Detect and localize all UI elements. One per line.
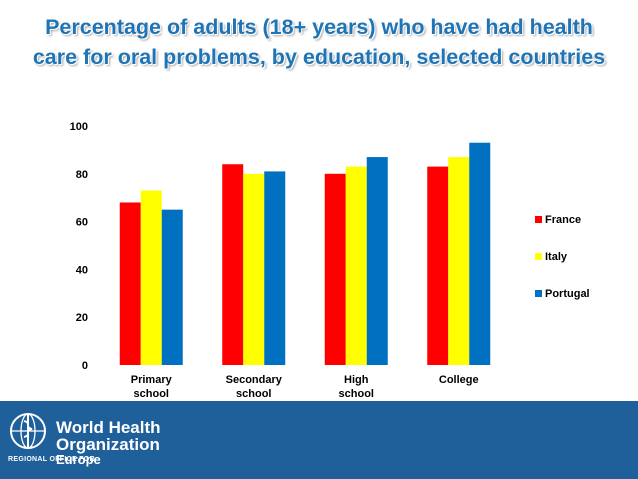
bar-portugal-2: [366, 157, 388, 365]
x-tick-label-line: High: [344, 374, 369, 386]
bar-italy-1: [243, 173, 265, 365]
bar-italy-3: [448, 157, 470, 365]
y-tick-label: 60: [76, 217, 88, 229]
bar-portugal-3: [469, 142, 491, 365]
legend-swatch-portugal: [535, 290, 542, 297]
bar-portugal-1: [264, 171, 286, 365]
x-tick-label: College: [439, 374, 479, 386]
bar-france-0: [119, 202, 141, 365]
y-tick-label: 0: [82, 360, 88, 372]
x-tick-label-line: College: [439, 374, 479, 386]
y-tick-label: 100: [70, 121, 88, 133]
y-tick-label: 40: [76, 264, 88, 276]
bar-italy-2: [345, 166, 367, 365]
x-tick-label-line: school: [339, 388, 374, 400]
x-tick-label-line: school: [236, 388, 271, 400]
regional-office-label: REGIONAL OFFICE FOR: [8, 456, 95, 463]
who-footer-banner: World Health Organization REGIONAL OFFIC…: [0, 401, 638, 479]
region-name: Europe: [56, 452, 101, 467]
who-name-line-2: Organization: [56, 435, 160, 454]
legend-label-italy: Italy: [545, 251, 568, 263]
bar-france-2: [324, 173, 346, 365]
y-tick-label: 20: [76, 312, 88, 324]
bar-chart: 0 20 40 60 80 100 Primary school Secondary school…: [70, 121, 590, 400]
x-tick-label: Primary school: [131, 374, 173, 400]
y-tick-label: 80: [76, 169, 88, 181]
chart-title: Percentage of adults (18+ years) who hav…: [0, 12, 638, 72]
legend-swatch-france: [535, 216, 542, 223]
legend-label-france: France: [545, 214, 581, 226]
legend-swatch-italy: [535, 253, 542, 260]
legend-label-portugal: Portugal: [545, 288, 590, 300]
bar-portugal-0: [161, 209, 183, 365]
chart-title-line-2: care for oral problems, by education, se…: [32, 45, 606, 69]
x-tick-label-line: school: [134, 388, 169, 400]
chart-title-line-1: Percentage of adults (18+ years) who hav…: [45, 15, 593, 39]
who-name-line-1: World Health: [56, 418, 161, 437]
bar-france-3: [427, 166, 449, 365]
who-emblem-icon: [10, 413, 46, 449]
x-tick-label: High school: [339, 374, 374, 400]
who-organization-name: World Health Organization: [56, 419, 161, 453]
bar-italy-0: [140, 190, 162, 365]
x-tick-label-line: Primary: [131, 374, 173, 386]
x-tick-label-line: Secondary: [226, 374, 283, 386]
bar-france-1: [222, 164, 244, 365]
x-tick-label: Secondary school: [226, 374, 283, 400]
